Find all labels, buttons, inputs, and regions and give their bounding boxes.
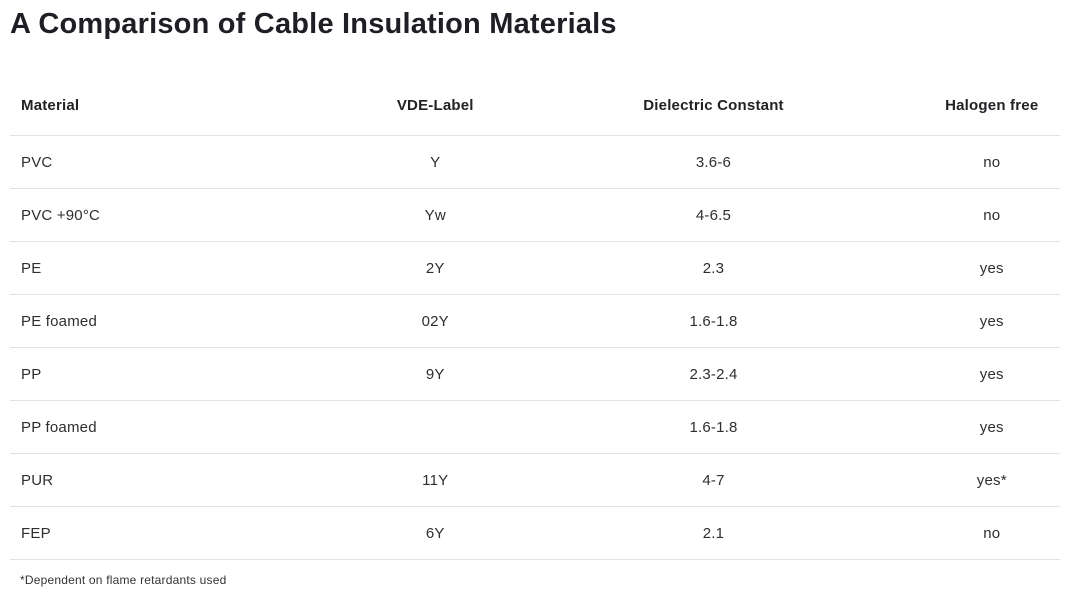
cell-vde-label: Yw <box>367 188 504 243</box>
column-header-halogen-free: Halogen free <box>923 97 1060 137</box>
cell-halogen-free: yes <box>923 294 1060 349</box>
cell-vde-label: 9Y <box>367 347 504 402</box>
table-row: PE 2Y 2.3 yes <box>10 241 1060 296</box>
cell-vde-label: 6Y <box>367 506 504 561</box>
page-title: A Comparison of Cable Insulation Materia… <box>10 8 617 40</box>
cell-material: PE foamed <box>10 294 367 349</box>
cell-vde-label: 02Y <box>367 294 504 349</box>
table-row: FEP 6Y 2.1 no <box>10 506 1060 561</box>
cell-material: FEP <box>10 506 367 561</box>
table-row: PVC +90°C Yw 4-6.5 no <box>10 188 1060 243</box>
cell-halogen-free: no <box>923 506 1060 561</box>
cell-dielectric-constant: 3.6-6 <box>503 135 924 190</box>
cell-material: PP foamed <box>10 400 367 455</box>
column-header-material: Material <box>10 97 367 137</box>
cell-dielectric-constant: 4-7 <box>503 453 924 508</box>
page: A Comparison of Cable Insulation Materia… <box>0 8 1070 598</box>
table-row: PP 9Y 2.3-2.4 yes <box>10 347 1060 402</box>
cell-halogen-free: no <box>923 135 1060 190</box>
cell-halogen-free: yes <box>923 347 1060 402</box>
cell-dielectric-constant: 1.6-1.8 <box>503 294 924 349</box>
header-row: Material VDE-Label Dielectric Constant H… <box>10 97 1060 137</box>
table-row: PUR 11Y 4-7 yes* <box>10 453 1060 508</box>
column-header-dielectric-constant: Dielectric Constant <box>503 97 924 137</box>
cell-material: PVC +90°C <box>10 188 367 243</box>
cell-dielectric-constant: 1.6-1.8 <box>503 400 924 455</box>
cell-halogen-free: yes <box>923 241 1060 296</box>
cell-material: PVC <box>10 135 367 190</box>
cell-material: PP <box>10 347 367 402</box>
cell-dielectric-constant: 2.3 <box>503 241 924 296</box>
cell-material: PE <box>10 241 367 296</box>
cell-halogen-free: no <box>923 188 1060 243</box>
comparison-table: Material VDE-Label Dielectric Constant H… <box>10 97 1060 561</box>
cell-vde-label <box>367 400 504 455</box>
cell-dielectric-constant: 2.3-2.4 <box>503 347 924 402</box>
cell-halogen-free: yes* <box>923 453 1060 508</box>
cell-halogen-free: yes <box>923 400 1060 455</box>
cell-vde-label: 2Y <box>367 241 504 296</box>
table-row: PE foamed 02Y 1.6-1.8 yes <box>10 294 1060 349</box>
cell-material: PUR <box>10 453 367 508</box>
column-header-vde-label: VDE-Label <box>367 97 504 137</box>
footnote: *Dependent on flame retardants used <box>20 573 227 588</box>
cell-vde-label: Y <box>367 135 504 190</box>
cell-dielectric-constant: 2.1 <box>503 506 924 561</box>
cell-vde-label: 11Y <box>367 453 504 508</box>
table-row: PP foamed 1.6-1.8 yes <box>10 400 1060 455</box>
cell-dielectric-constant: 4-6.5 <box>503 188 924 243</box>
table-row: PVC Y 3.6-6 no <box>10 135 1060 190</box>
